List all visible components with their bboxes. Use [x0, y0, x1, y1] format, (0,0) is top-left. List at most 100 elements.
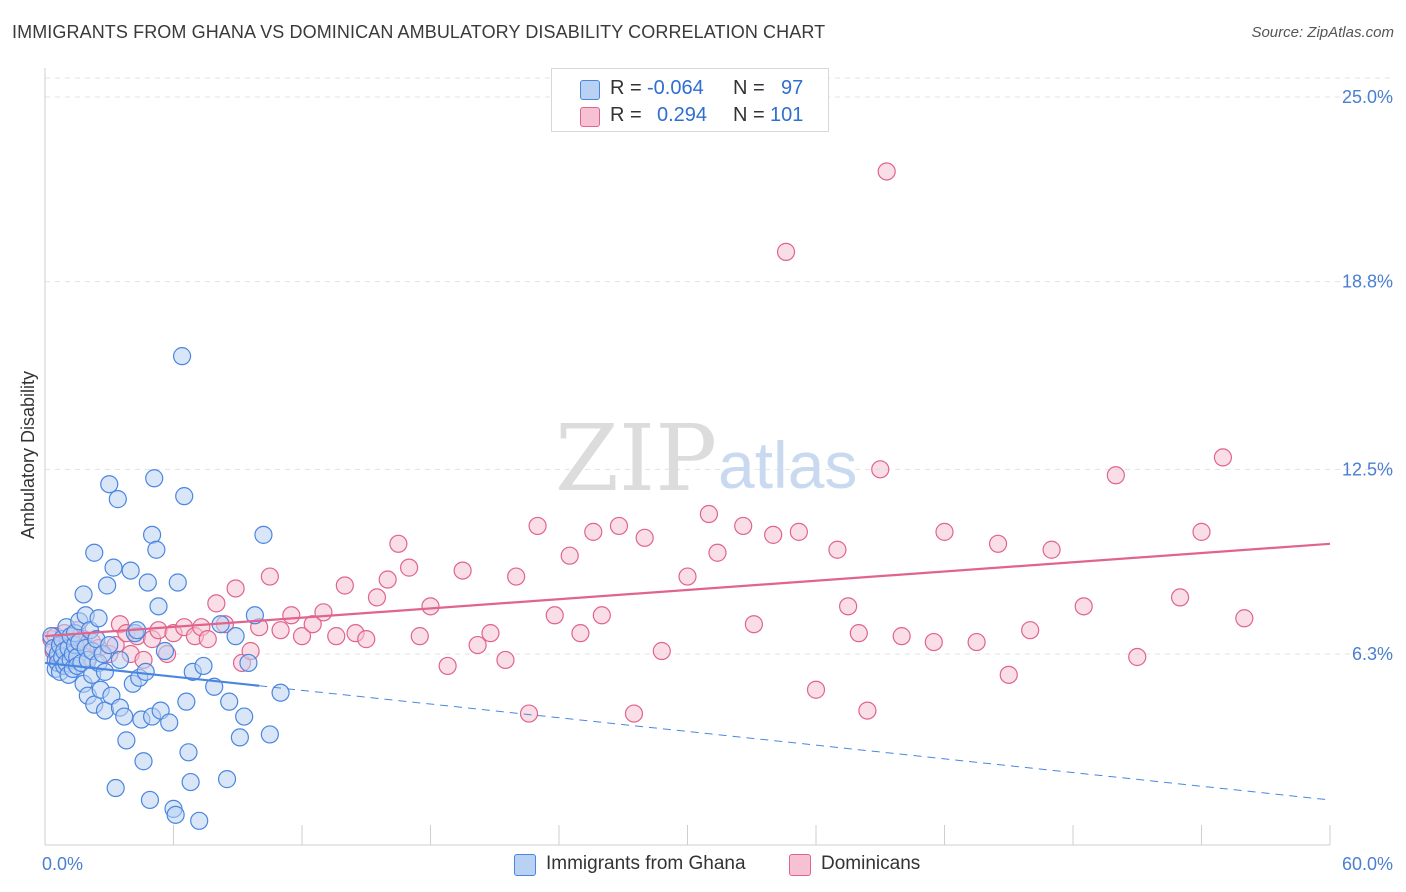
- dominicans-point: [806, 680, 826, 699]
- legend-label-dominicans: Dominicans: [821, 853, 921, 874]
- ghana-point: [194, 656, 213, 676]
- dominicans-point: [389, 534, 408, 553]
- ghana-point: [98, 576, 117, 595]
- dominicans-point: [367, 588, 387, 607]
- dominicans-point: [1074, 597, 1093, 616]
- dominicans-point: [1235, 609, 1254, 628]
- dominicans-point: [652, 641, 671, 661]
- dominicans-point: [378, 570, 397, 589]
- ghana-point: [220, 692, 239, 711]
- dominicans-point: [271, 621, 290, 640]
- dominicans-point: [528, 516, 547, 536]
- dominicans-point: [624, 704, 644, 723]
- dominicans-point: [699, 504, 719, 524]
- dominicans-point: [734, 516, 753, 536]
- r-label: R =: [610, 77, 642, 99]
- dominicans-trend-line: [44, 542, 1331, 638]
- ghana-point: [100, 475, 119, 494]
- dominicans-point: [149, 621, 168, 640]
- ghana-point: [85, 543, 104, 562]
- n-label: N =: [733, 104, 765, 126]
- dominicans-point: [1213, 448, 1233, 467]
- dominicans-point: [828, 540, 847, 559]
- ghana-point: [104, 558, 123, 577]
- ghana-point: [121, 561, 140, 580]
- dominicans-point: [1128, 647, 1147, 667]
- dominicans-point: [198, 630, 217, 649]
- r-value-ghana: -0.064: [647, 77, 704, 99]
- dominicans-point: [871, 460, 890, 479]
- legend-item-dominicans[interactable]: Dominicans: [789, 852, 949, 876]
- dominicans-legend-swatch: [789, 854, 811, 876]
- dominicans-point: [260, 567, 279, 586]
- dominicans-point: [1106, 466, 1125, 485]
- ghana-point: [181, 772, 200, 792]
- ghana-point: [155, 641, 175, 661]
- ghana-point: [230, 728, 249, 747]
- ghana-point: [190, 811, 209, 830]
- dominicans-point: [481, 624, 500, 643]
- stats-row-dominicans: R = 0.294 N = 101: [552, 102, 828, 128]
- dominicans-point: [571, 624, 590, 643]
- dominicans-point: [303, 615, 322, 634]
- dominicans-point: [592, 606, 611, 625]
- ghana-point: [117, 731, 136, 750]
- ghana-point: [179, 743, 198, 762]
- dominicans-point: [1021, 621, 1040, 640]
- dominicans-point: [410, 627, 429, 646]
- dominicans-point: [1042, 540, 1061, 559]
- dominicans-point: [545, 606, 564, 625]
- dominicans-point: [924, 632, 943, 652]
- ghana-trend-line: [44, 661, 260, 687]
- legend-item-ghana[interactable]: Immigrants from Ghana: [514, 852, 774, 876]
- dominicans-point: [1192, 522, 1211, 541]
- dominicans-point: [282, 606, 301, 625]
- ghana-legend-swatch: [514, 854, 536, 876]
- dominicans-point: [744, 615, 763, 634]
- ghana-point: [110, 650, 130, 670]
- y-tick-label: 18.8%: [1342, 272, 1393, 292]
- ghana-point: [140, 790, 160, 810]
- dominicans-point: [988, 534, 1008, 553]
- chart-title: IMMIGRANTS FROM GHANA VS DOMINICAN AMBUL…: [12, 22, 826, 42]
- ghana-point: [136, 662, 155, 681]
- watermark-zip: ZIP: [555, 405, 717, 512]
- ghana-point: [271, 683, 290, 702]
- gridlines: [45, 77, 1395, 655]
- dominicans-point: [708, 543, 727, 562]
- source-label: Source: ZipAtlas.com: [1251, 24, 1394, 41]
- n-value-dominicans: 101: [770, 104, 804, 126]
- dominicans-point: [421, 597, 440, 616]
- dominicans-point: [327, 627, 346, 646]
- n-value-ghana: 97: [781, 77, 804, 99]
- ghana-point: [138, 573, 157, 592]
- stats-row-ghana: R = -0.064 N = 97: [552, 75, 828, 101]
- ghana-point: [177, 692, 196, 711]
- ghana-point: [95, 662, 115, 681]
- ghana-point: [260, 725, 279, 744]
- dominicans-point: [453, 561, 472, 580]
- dominicans-point: [849, 624, 868, 643]
- n-label: N =: [733, 77, 765, 99]
- tick-labels: 6.3% 12.5% 18.8% 25.0% 0.0% 60.0%: [42, 87, 1393, 874]
- ghana-point: [175, 487, 194, 506]
- dominicans-point: [357, 630, 376, 649]
- trend-lines: [44, 542, 1331, 801]
- ghana-point: [160, 713, 179, 732]
- y-tick-label: 12.5%: [1342, 459, 1393, 479]
- ghana-point: [147, 540, 166, 559]
- r-label: R =: [610, 104, 642, 126]
- ghana-point: [134, 752, 153, 771]
- dominicans-point: [468, 635, 487, 655]
- ghana-point: [74, 585, 93, 604]
- dominicans-swatch: [580, 107, 600, 127]
- ghana-point: [254, 525, 273, 544]
- ghana-point: [115, 707, 134, 726]
- dominicans-point: [999, 665, 1018, 684]
- dominicans-point: [292, 627, 312, 646]
- ghana-trend-extension: [259, 685, 1331, 801]
- legend-label-ghana: Immigrants from Ghana: [546, 853, 746, 874]
- y-tick-label: 6.3%: [1352, 644, 1393, 664]
- dominicans-point: [967, 632, 986, 652]
- ghana-point: [172, 347, 192, 366]
